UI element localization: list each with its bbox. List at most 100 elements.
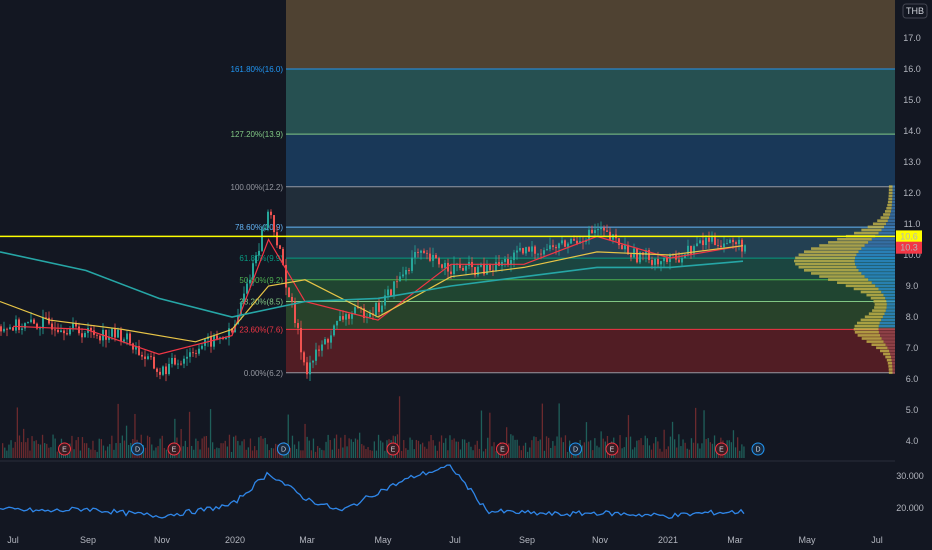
volume-profile-bar: [856, 321, 880, 325]
dividend-marker[interactable]: [751, 442, 765, 456]
candle-body: [0, 326, 2, 332]
time-tick-label: Sep: [519, 535, 535, 545]
volume-profile-bar: [890, 210, 895, 213]
candle-body: [717, 245, 719, 246]
volume-bar: [298, 441, 300, 458]
price-axis[interactable]: 17.0 16.0 15.0 14.0 13.0 12.0 11.0 10.0 9.0 8.0 7.…: [896, 33, 922, 446]
candle-body: [453, 264, 455, 275]
dividend-marker[interactable]: [131, 442, 144, 456]
candle-body: [699, 240, 701, 244]
volume-bar: [495, 451, 497, 458]
volume-bar: [50, 447, 52, 458]
candle-body: [357, 307, 359, 309]
candle-body: [297, 323, 299, 328]
volume-bar: [39, 444, 42, 458]
earnings-marker[interactable]: [167, 442, 181, 456]
volume-profile-bar: [854, 231, 879, 235]
volume-profile-bar: [890, 352, 895, 356]
candle-body: [51, 323, 53, 330]
event-letter: E: [610, 447, 615, 454]
volume-bar: [184, 440, 186, 458]
volume-bar: [447, 450, 449, 458]
volume-profile-bar: [798, 265, 857, 269]
volume-bar: [226, 446, 228, 458]
candle-body: [543, 250, 545, 255]
volume-profile-bar: [798, 253, 857, 257]
candle-body: [162, 366, 164, 375]
volume-bar: [524, 442, 527, 458]
candle-body: [258, 250, 260, 256]
candle-body: [336, 320, 338, 326]
volume-bar: [533, 436, 535, 458]
volume-profile-bar: [853, 287, 879, 291]
candle-body: [705, 237, 707, 246]
volume-profile-bar: [885, 309, 895, 312]
volume-bar: [556, 436, 558, 458]
volume-bar: [398, 396, 401, 458]
candle-body: [165, 366, 167, 375]
volume-bar: [674, 439, 676, 458]
volume-bar: [203, 436, 205, 458]
volume-bar: [71, 435, 73, 458]
volume-bar: [340, 437, 342, 458]
candle-body: [228, 328, 230, 338]
volume-profile-bar: [854, 259, 895, 263]
candle-body: [600, 227, 602, 230]
volume-bar: [182, 446, 184, 458]
candle-body: [426, 252, 428, 254]
volume-bar: [254, 446, 256, 458]
volume-bar: [485, 448, 487, 458]
volume-bar: [268, 450, 270, 458]
volume-bar: [197, 441, 199, 458]
volume-bar: [741, 444, 743, 458]
earnings-marker[interactable]: [58, 442, 71, 456]
volume-profile-bar: [892, 185, 895, 188]
volume-profile-bar: [886, 306, 895, 309]
candle-body: [45, 317, 47, 319]
volume-bar: [128, 444, 130, 458]
candle-body: [39, 328, 41, 330]
volume-profile-bar: [889, 216, 895, 219]
dividend-marker[interactable]: [569, 442, 582, 456]
volume-bar: [186, 447, 189, 458]
candle-body: [435, 255, 437, 259]
volume-bar: [585, 422, 588, 458]
volume-bar: [92, 440, 94, 458]
event-letter: E: [391, 447, 396, 454]
volume-bar: [711, 443, 714, 458]
dividend-marker[interactable]: [277, 442, 290, 456]
candle-body: [711, 237, 713, 242]
volume-bar: [705, 439, 707, 458]
volume-bar: [304, 423, 306, 458]
volume-profile-bar: [883, 340, 895, 343]
earnings-marker[interactable]: [496, 442, 509, 456]
volume-bar: [205, 436, 207, 458]
volume-profile-bar: [887, 362, 893, 365]
earnings-marker[interactable]: [386, 442, 400, 456]
volume-bar: [661, 451, 663, 458]
time-axis[interactable]: Jul Sep Nov 2020 Mar May Jul Sep Nov 2021 Mar May Ju…: [7, 535, 883, 545]
earnings-marker[interactable]: [715, 442, 728, 456]
volume-bar: [159, 438, 161, 458]
indicator-axis[interactable]: 30.000 20.000: [896, 471, 924, 513]
candle-body: [168, 363, 170, 375]
candle-body: [138, 346, 140, 355]
volume-bar: [451, 439, 453, 458]
volume-bar: [562, 442, 564, 458]
volume-bar: [27, 438, 29, 458]
volume-bar: [199, 449, 201, 458]
volume-bar: [201, 438, 203, 458]
earnings-marker[interactable]: [605, 442, 619, 456]
volume-profile-bar: [868, 278, 895, 281]
candle-body: [504, 258, 506, 262]
candle-body: [462, 267, 464, 271]
candle-body: [315, 349, 317, 361]
candle-body: [729, 239, 731, 243]
candle-body: [684, 254, 686, 259]
volume-bar: [224, 440, 226, 458]
volume-bar: [657, 441, 659, 458]
fib-level-label: 23.60%(7.6): [239, 325, 283, 334]
candle-body: [33, 319, 35, 324]
candle-body: [369, 313, 371, 318]
